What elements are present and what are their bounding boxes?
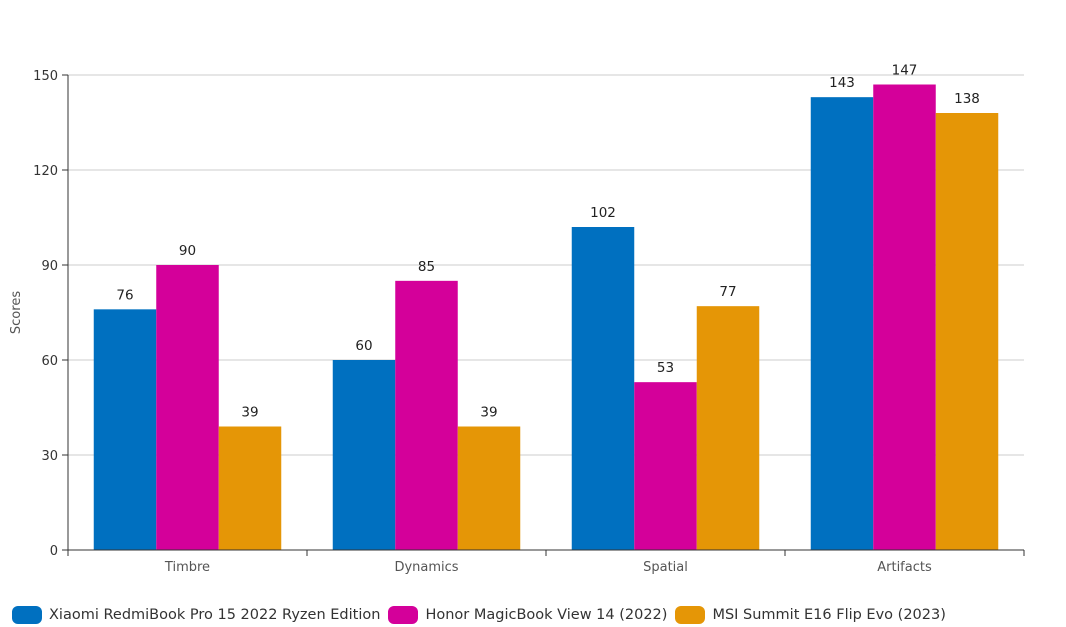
y-tick-label: 30	[41, 449, 58, 464]
bar	[634, 382, 697, 550]
x-tick-label: Artifacts	[877, 560, 932, 575]
bar-value-label: 90	[179, 243, 196, 259]
y-axis-label: Scores	[9, 291, 24, 334]
bar-value-label: 102	[590, 205, 616, 221]
legend-swatch	[675, 606, 706, 624]
bar-value-label: 77	[719, 284, 736, 300]
bar	[332, 360, 396, 550]
bar-value-label: 85	[418, 259, 435, 275]
x-tick-label: Spatial	[643, 560, 688, 575]
legend-item: Xiaomi RedmiBook Pro 15 2022 Ryzen Editi…	[12, 606, 380, 624]
x-tick-label: Dynamics	[394, 560, 458, 575]
bar-value-label: 138	[954, 91, 980, 107]
bar-chart: 76 90 39 60 85 39 102 53 77 143 147 138 0 30 60 90 120 1…	[9, 63, 1025, 575]
legend: Xiaomi RedmiBook Pro 15 2022 Ryzen Editi…	[12, 603, 954, 627]
bar-value-label: 39	[241, 405, 258, 421]
bar	[156, 265, 219, 550]
y-tick-label: 150	[33, 69, 58, 84]
x-tick-label: Timbre	[164, 560, 210, 575]
bar-value-label: 39	[480, 405, 497, 421]
legend-item: Honor MagicBook View 14 (2022)	[388, 606, 667, 624]
legend-item: MSI Summit E16 Flip Evo (2023)	[675, 606, 946, 624]
bar-value-label: 143	[829, 75, 855, 91]
bars: 76 90 39 60 85 39 102 53 77 143 147 138	[93, 63, 999, 551]
legend-swatch	[12, 606, 42, 624]
y-tick-label: 90	[41, 259, 58, 274]
legend-label: Honor MagicBook View 14 (2022)	[425, 607, 668, 623]
bar-value-label: 60	[355, 338, 372, 354]
bar	[457, 426, 521, 550]
y-tick-label: 0	[50, 544, 58, 559]
legend-label: MSI Summit E16 Flip Evo (2023)	[712, 607, 946, 623]
bar	[810, 97, 874, 551]
bar	[696, 306, 760, 550]
bar-value-label: 147	[892, 63, 918, 79]
bar-value-label: 53	[657, 360, 674, 376]
bar-value-label: 76	[116, 287, 133, 303]
bar	[571, 227, 635, 550]
bar	[935, 113, 999, 550]
legend-swatch	[388, 606, 419, 624]
bar	[218, 426, 282, 550]
bar	[395, 280, 458, 550]
bar	[873, 84, 936, 550]
bar	[93, 309, 157, 550]
axes: 0 30 60 90 120 150 Timbre Dynamics Spatial Artifa…	[33, 69, 1025, 575]
y-tick-label: 60	[41, 354, 58, 369]
legend-label: Xiaomi RedmiBook Pro 15 2022 Ryzen Editi…	[49, 607, 381, 623]
y-tick-label: 120	[33, 164, 58, 179]
